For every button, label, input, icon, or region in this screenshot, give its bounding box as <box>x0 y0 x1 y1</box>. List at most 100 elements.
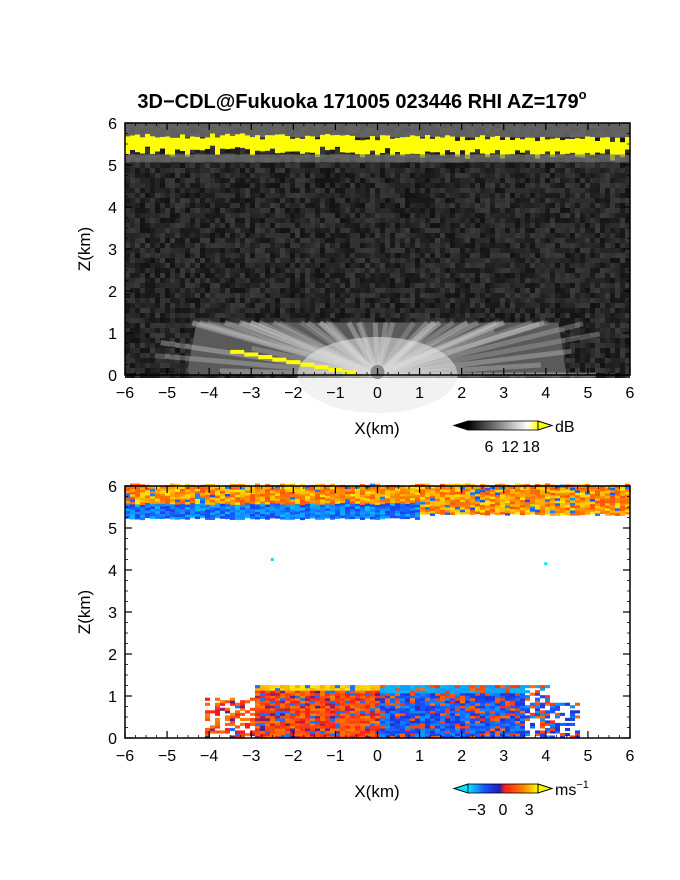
noise-cell <box>335 298 340 303</box>
noise-cell <box>385 193 390 198</box>
noise-cell <box>165 218 170 223</box>
noise-cell <box>320 223 325 228</box>
noise-cell <box>445 288 450 293</box>
noise-cell <box>155 183 160 188</box>
noise-cell <box>515 263 520 268</box>
noise-cell <box>380 223 385 228</box>
noise-cell <box>135 273 140 278</box>
noise-cell <box>405 313 410 318</box>
noise-cell <box>290 278 295 283</box>
noise-cell <box>245 293 250 298</box>
noise-cell <box>210 298 215 303</box>
noise-cell <box>450 313 455 318</box>
noise-cell <box>605 348 610 353</box>
noise-cell <box>565 268 570 273</box>
noise-cell <box>165 193 170 198</box>
noise-cell <box>280 288 285 293</box>
noise-cell <box>150 198 155 203</box>
noise-cell <box>330 178 335 183</box>
noise-cell <box>435 318 440 323</box>
noise-cell <box>305 198 310 203</box>
noise-cell <box>565 278 570 283</box>
noise-cell <box>440 213 445 218</box>
noise-cell <box>595 348 600 353</box>
noise-cell <box>575 218 580 223</box>
noise-cell <box>155 238 160 243</box>
noise-cell <box>510 258 515 263</box>
noise-cell <box>495 318 500 323</box>
noise-cell <box>460 248 465 253</box>
noise-cell <box>545 318 550 323</box>
noise-cell <box>375 303 380 308</box>
noise-cell <box>470 223 475 228</box>
noise-cell <box>250 303 255 308</box>
noise-cell <box>145 198 150 203</box>
noise-cell <box>170 193 175 198</box>
noise-cell <box>515 223 520 228</box>
noise-cell <box>470 293 475 298</box>
noise-cell <box>315 208 320 213</box>
noise-cell <box>420 173 425 178</box>
noise-cell <box>355 168 360 173</box>
noise-cell <box>580 293 585 298</box>
noise-cell <box>365 308 370 313</box>
noise-cell <box>350 293 355 298</box>
noise-cell <box>285 188 290 193</box>
noise-cell <box>620 193 625 198</box>
noise-cell <box>195 243 200 248</box>
noise-cell <box>435 308 440 313</box>
noise-cell <box>125 243 130 248</box>
noise-cell <box>415 318 420 323</box>
noise-cell <box>580 278 585 283</box>
noise-cell <box>470 208 475 213</box>
noise-cell <box>180 323 185 328</box>
noise-cell <box>290 288 295 293</box>
noise-cell <box>475 178 480 183</box>
noise-cell <box>210 303 215 308</box>
noise-cell <box>545 293 550 298</box>
noise-cell <box>370 293 375 298</box>
noise-cell <box>455 273 460 278</box>
noise-cell <box>170 353 175 358</box>
noise-cell <box>240 193 245 198</box>
noise-cell <box>185 308 190 313</box>
noise-cell <box>330 233 335 238</box>
noise-cell <box>385 303 390 308</box>
noise-cell <box>320 258 325 263</box>
noise-cell <box>155 228 160 233</box>
noise-cell <box>265 233 270 238</box>
noise-cell <box>265 183 270 188</box>
noise-cell <box>590 293 595 298</box>
noise-cell <box>210 293 215 298</box>
noise-cell <box>350 303 355 308</box>
noise-cell <box>470 173 475 178</box>
noise-cell <box>525 183 530 188</box>
noise-cell <box>360 263 365 268</box>
noise-cell <box>430 193 435 198</box>
noise-cell <box>365 273 370 278</box>
noise-cell <box>605 198 610 203</box>
noise-cell <box>400 188 405 193</box>
noise-cell <box>480 298 485 303</box>
noise-cell <box>310 313 315 318</box>
noise-cell <box>335 283 340 288</box>
noise-cell <box>185 243 190 248</box>
noise-cell <box>380 208 385 213</box>
noise-cell <box>130 303 135 308</box>
noise-cell <box>535 243 540 248</box>
noise-cell <box>235 303 240 308</box>
noise-cell <box>325 188 330 193</box>
noise-cell <box>535 253 540 258</box>
noise-cell <box>555 238 560 243</box>
noise-cell <box>205 168 210 173</box>
noise-cell <box>150 203 155 208</box>
noise-cell <box>175 308 180 313</box>
noise-cell <box>320 313 325 318</box>
noise-cell <box>145 358 150 363</box>
noise-cell <box>475 228 480 233</box>
noise-cell <box>255 253 260 258</box>
noise-cell <box>155 263 160 268</box>
noise-cell <box>145 308 150 313</box>
noise-cell <box>515 303 520 308</box>
noise-cell <box>370 303 375 308</box>
